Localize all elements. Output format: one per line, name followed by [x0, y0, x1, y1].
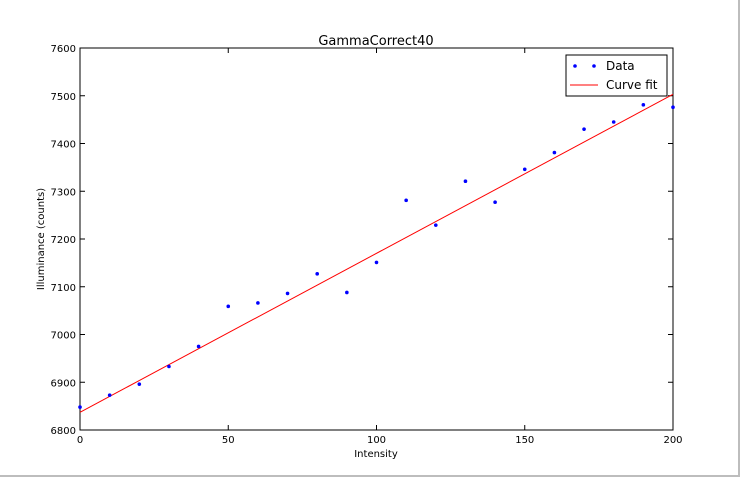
y-tick-label: 7300	[51, 187, 76, 198]
data-point	[552, 150, 557, 155]
y-tick-label: 7400	[51, 140, 76, 151]
y-tick-label: 7600	[51, 44, 76, 55]
data-point	[226, 304, 231, 309]
y-tick-label: 7200	[51, 235, 76, 246]
legend-marker-data	[573, 64, 577, 68]
data-point	[493, 200, 497, 205]
data-point	[404, 198, 408, 203]
data-point	[78, 405, 82, 409]
data-point	[641, 103, 646, 107]
x-tick-label: 100	[367, 435, 386, 446]
legend-box	[565, 54, 668, 97]
y-tick-label: 6800	[51, 426, 76, 437]
data-point	[315, 272, 320, 276]
data-point	[671, 105, 675, 110]
data-point	[167, 364, 171, 369]
data-point	[107, 393, 112, 397]
data-point	[522, 167, 527, 172]
y-axis-label: Illuminance (counts)	[36, 188, 47, 290]
x-axis-label: Intensity	[354, 449, 398, 460]
legend-marker-data	[592, 64, 596, 68]
y-tick-label: 7000	[51, 331, 76, 342]
chart-title: GammaCorrect40	[318, 34, 433, 49]
data-point	[345, 290, 349, 295]
data-point	[256, 301, 260, 305]
data-point	[196, 344, 201, 349]
data-point	[434, 223, 438, 227]
data-point	[463, 179, 468, 184]
y-tick-label: 7500	[51, 92, 76, 103]
series-layer	[78, 93, 675, 413]
plot-area	[79, 47, 674, 431]
x-tick-label: 200	[663, 435, 682, 446]
data-point	[611, 120, 616, 124]
data-point	[374, 260, 379, 265]
legend-label-curve-fit: Curve fit	[606, 78, 658, 92]
axis-ticks: 0 50 100 150 200 6800 6900 7000 7100 7200 7300 7400…	[51, 44, 683, 446]
x-tick-label: 0	[77, 435, 83, 446]
data-point	[285, 291, 290, 296]
curve-fit-line	[79, 93, 674, 413]
legend: Data Curve fit	[565, 54, 668, 97]
x-tick-label: 150	[515, 435, 534, 446]
y-tick-label: 6900	[51, 378, 76, 389]
x-tick-label: 50	[222, 435, 235, 446]
legend-label-data: Data	[606, 59, 635, 73]
data-point	[137, 382, 142, 386]
y-tick-label: 7100	[51, 283, 76, 294]
data-point	[582, 127, 586, 131]
